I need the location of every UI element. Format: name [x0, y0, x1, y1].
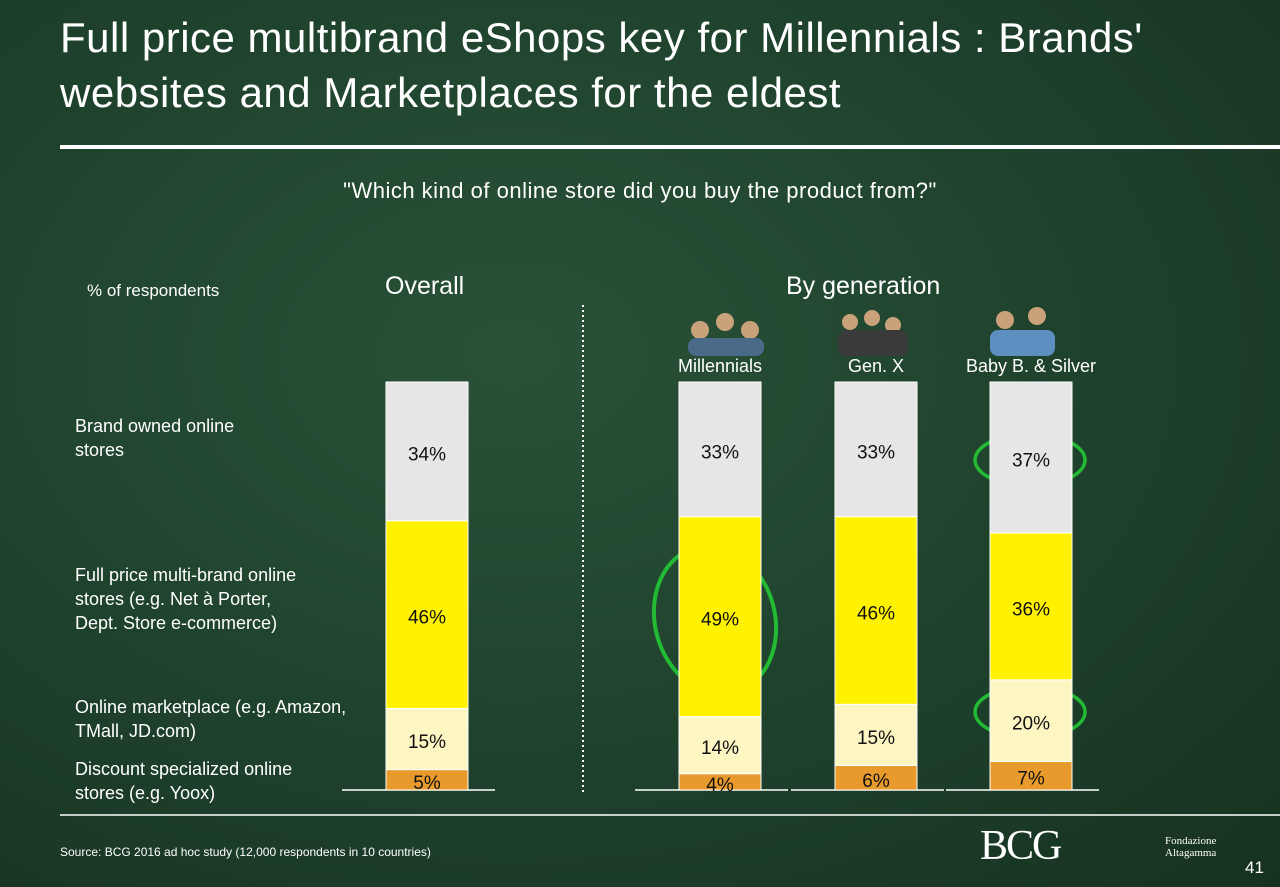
logo: BCG	[980, 823, 1062, 869]
data-label: 15%	[857, 728, 895, 749]
legend-entry: Brand owned online stores	[75, 416, 235, 460]
data-label: 33%	[857, 442, 895, 463]
data-label: 6%	[862, 771, 890, 792]
legend-entry: Online marketplace (e.g. Amazon, TMall, …	[75, 697, 347, 741]
bar-segment	[385, 381, 469, 522]
data-label: 5%	[413, 773, 441, 794]
legend-entry: Discount specialized online stores (e.g.…	[75, 759, 293, 803]
bar-segment	[678, 516, 762, 718]
data-label: 37%	[1012, 450, 1050, 471]
title: Full price multibrand eShops key for Mil…	[60, 14, 1143, 116]
logo: Fondazione Altagamma	[1165, 835, 1217, 859]
bar-segment	[989, 679, 1073, 762]
data-label: 14%	[701, 738, 739, 759]
bar-segment	[834, 765, 918, 791]
x-tick-label: Baby B. & Silver	[966, 356, 1096, 376]
bar-segment	[834, 703, 918, 767]
data-label: 46%	[857, 603, 895, 624]
group-label: By generation	[786, 272, 941, 300]
data-label: 4%	[706, 775, 734, 796]
x-tick-label: Millennials	[678, 356, 762, 376]
x-tick-label: Gen. X	[848, 356, 904, 376]
y-label: % of respondents	[87, 281, 220, 300]
data-label: 34%	[408, 444, 446, 465]
people-photos	[688, 307, 1055, 356]
bar-segment	[989, 381, 1073, 534]
data-label: 49%	[701, 610, 739, 631]
bar-segment	[385, 520, 469, 709]
data-label: 20%	[1012, 714, 1050, 735]
page-number: 41	[1245, 858, 1264, 877]
data-label: 46%	[408, 608, 446, 629]
bar-segment	[834, 381, 918, 518]
bar-segment	[385, 707, 469, 771]
legend-entry: Full price multi-brand online stores (e.…	[75, 565, 297, 633]
source: Source: BCG 2016 ad hoc study (12,000 re…	[60, 845, 431, 859]
bar-segment	[678, 716, 762, 775]
bar-segment	[989, 760, 1073, 791]
data-label: 33%	[701, 442, 739, 463]
data-label: 15%	[408, 732, 446, 753]
bar-segment	[678, 381, 762, 518]
data-label: 7%	[1017, 769, 1045, 790]
data-label: 36%	[1012, 599, 1050, 620]
subtitle: "Which kind of online store did you buy …	[343, 178, 937, 203]
bar-segment	[834, 516, 918, 705]
group-label: Overall	[385, 272, 465, 300]
